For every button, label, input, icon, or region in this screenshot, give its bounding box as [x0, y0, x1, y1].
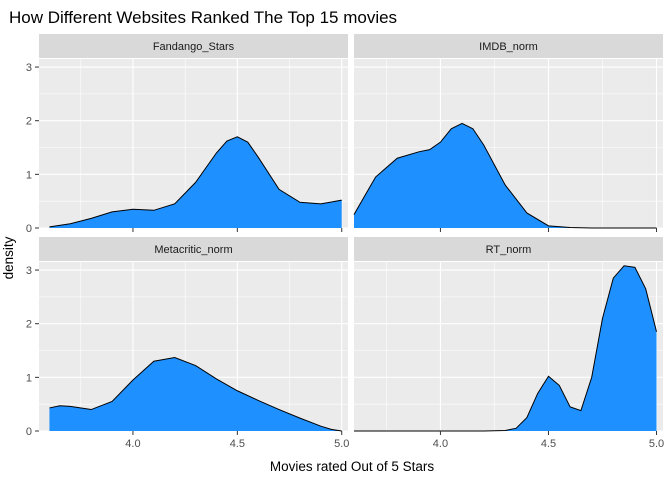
y-tick-label: 0 [26, 426, 32, 438]
density-area-IMDB_norm [354, 123, 657, 228]
density-line-RT_norm [354, 265, 658, 432]
facet-Fandango_Stars: Fandango_Stars 0 1 2 3 [26, 34, 348, 235]
x-tick-label: 4.0 [125, 438, 140, 450]
x-tick-label: 4.5 [541, 438, 556, 450]
y-tick-label: 1 [26, 372, 32, 384]
x-tick-label: 4.0 [433, 438, 448, 450]
facet-strip-label: Fandango_Stars [153, 41, 235, 53]
facet-Metacritic_norm: Metacritic_norm 0 1 2 3 4.0 4.5 5.0 [26, 237, 349, 450]
y-tick-label: 2 [26, 116, 32, 128]
facet-strip [39, 34, 348, 58]
y-axis-title: density [1, 236, 16, 279]
density-line-Fandango_Stars [49, 136, 342, 228]
y-tick-label: 0 [26, 223, 32, 235]
facet-strip [354, 237, 663, 261]
x-tick-label: 5.0 [334, 438, 349, 450]
density-area-Fandango_Stars [49, 136, 342, 228]
x-tick-label: 5.0 [649, 438, 664, 450]
y-tick-label: 3 [26, 62, 32, 74]
chart-title: How Different Websites Ranked The Top 15… [9, 8, 397, 27]
y-tick-label: 2 [26, 319, 32, 331]
x-axis-title: Movies rated Out of 5 Stars [270, 459, 435, 474]
facet-IMDB_norm: IMDB_norm [353, 34, 663, 232]
density-area-Metacritic_norm [49, 357, 342, 431]
x-tick-label: 4.5 [230, 438, 245, 450]
y-tick-label: 1 [26, 169, 32, 181]
density-area-RT_norm [354, 265, 657, 431]
y-tick-label: 3 [26, 265, 32, 277]
facet-strip-label: IMDB_norm [479, 41, 538, 53]
facet-panels: Fandango_Stars 0 1 2 3 IMDB_norm Metacritic_no… [26, 34, 664, 450]
facet-RT_norm: RT_norm 4.0 4.5 5.0 [354, 237, 664, 450]
density-line-IMDB_norm [353, 122, 657, 229]
facet-strip [39, 237, 348, 261]
facet-strip [354, 34, 663, 58]
facet-strip-label: Metacritic_norm [154, 244, 232, 256]
density-line-Metacritic_norm [49, 356, 342, 432]
facet-strip-label: RT_norm [486, 244, 532, 256]
